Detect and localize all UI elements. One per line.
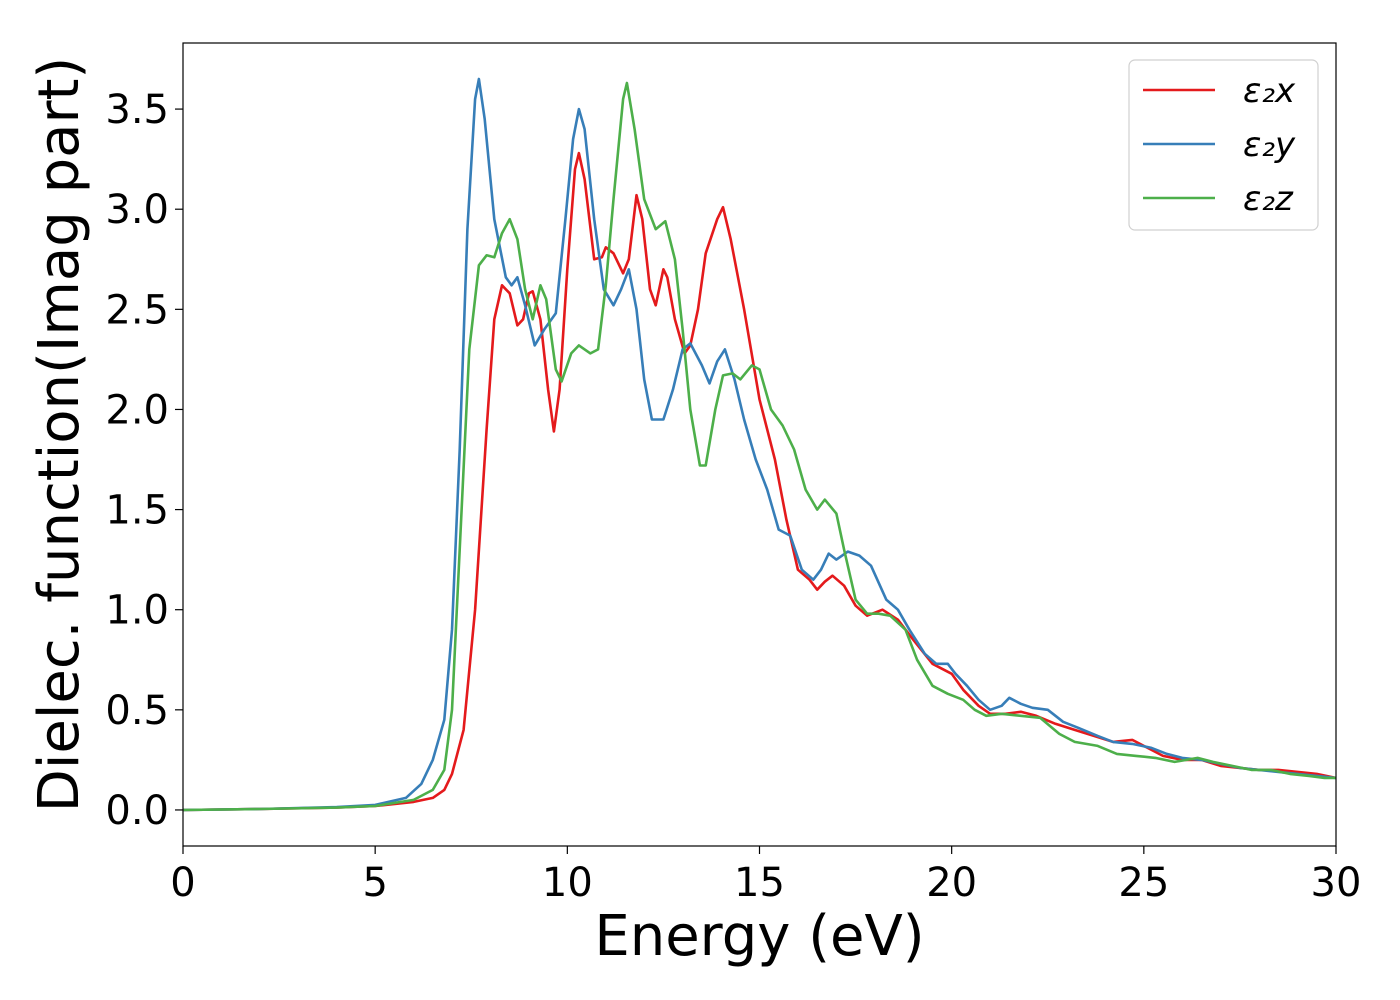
y-tick-label: 3.0 xyxy=(105,187,169,233)
legend-box xyxy=(1128,59,1319,231)
series-line-1 xyxy=(183,151,1336,812)
y-axis-title: Dielec. function(Imag part) xyxy=(27,57,92,813)
x-tick-label: 25 xyxy=(1118,860,1169,906)
x-tick-label: 5 xyxy=(362,860,387,906)
x-tick-label: 10 xyxy=(542,860,593,906)
x-tick-label: 30 xyxy=(1311,860,1362,906)
legend-label: ε₂z xyxy=(1243,179,1294,219)
legend-label: ε₂x xyxy=(1243,71,1296,111)
legend-label: ε₂y xyxy=(1243,125,1296,165)
series-layer xyxy=(183,77,1336,812)
legend: ε₂x ε₂y ε₂z xyxy=(1128,59,1319,231)
y-tick-label: 0.5 xyxy=(105,688,169,734)
series-line-3 xyxy=(183,81,1336,812)
x-axis: 0 5 10 15 20 25 30 xyxy=(170,846,1361,906)
y-tick-label: 1.5 xyxy=(105,488,169,534)
y-axis: 0.0 0.5 1.0 1.5 2.0 2.5 3.0 3.5 xyxy=(105,87,183,834)
y-tick-label: 2.5 xyxy=(105,287,169,333)
x-tick-label: 15 xyxy=(734,860,785,906)
x-axis-title: Energy (eV) xyxy=(594,904,924,969)
y-tick-label: 2.0 xyxy=(105,387,169,433)
y-tick-label: 0.0 xyxy=(105,788,169,834)
x-tick-label: 0 xyxy=(170,860,195,906)
y-tick-label: 3.5 xyxy=(105,87,169,133)
series-line-2 xyxy=(183,77,1336,812)
x-tick-label: 20 xyxy=(926,860,977,906)
y-tick-label: 1.0 xyxy=(105,588,169,634)
